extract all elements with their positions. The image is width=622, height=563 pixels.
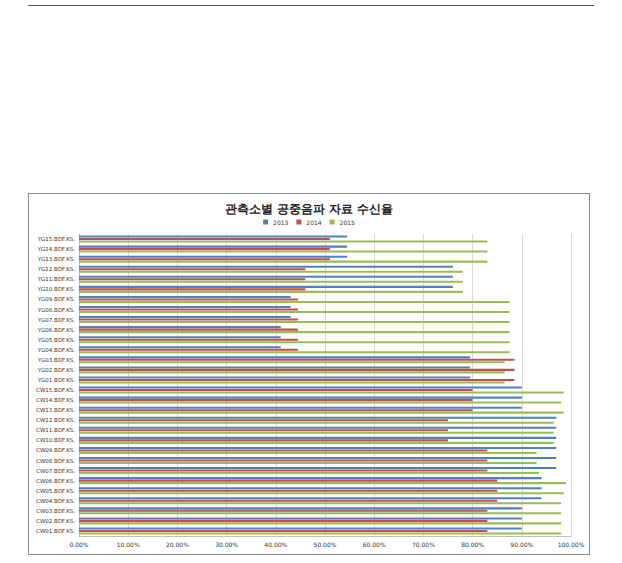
svg-text:YG11.BDF.KS.: YG11.BDF.KS. bbox=[37, 276, 76, 282]
svg-text:CW04.BDF.KS.: CW04.BDF.KS. bbox=[36, 498, 75, 504]
svg-text:YG15.BDF.KS.: YG15.BDF.KS. bbox=[37, 236, 76, 242]
svg-text:CW05.BDF.KS.: CW05.BDF.KS. bbox=[36, 488, 75, 494]
svg-text:2014: 2014 bbox=[306, 219, 321, 226]
svg-text:YG04.BDF.KS.: YG04.BDF.KS. bbox=[37, 347, 76, 353]
svg-text:YG06.BDF.KS.: YG06.BDF.KS. bbox=[37, 327, 76, 333]
svg-text:YG05.BDF.KS.: YG05.BDF.KS. bbox=[37, 337, 76, 343]
svg-text:CW10.BDF.KS.: CW10.BDF.KS. bbox=[36, 437, 75, 443]
svg-text:100.00%: 100.00% bbox=[558, 541, 585, 548]
svg-text:CW07.BDF.KS.: CW07.BDF.KS. bbox=[36, 468, 75, 474]
svg-text:CW15.BDF.KS.: CW15.BDF.KS. bbox=[36, 387, 75, 393]
svg-text:YG07.BDF.KS.: YG07.BDF.KS. bbox=[37, 317, 76, 323]
svg-text:0.00%: 0.00% bbox=[69, 541, 88, 548]
svg-text:2013: 2013 bbox=[273, 219, 288, 226]
svg-text:YG08.BDF.KS.: YG08.BDF.KS. bbox=[37, 307, 76, 313]
svg-text:2015: 2015 bbox=[340, 219, 355, 226]
svg-text:40.00%: 40.00% bbox=[264, 541, 287, 548]
svg-text:CW08.BDF.KS.: CW08.BDF.KS. bbox=[36, 458, 75, 464]
svg-text:CW14.BDF.KS.: CW14.BDF.KS. bbox=[36, 397, 75, 403]
svg-text:CW12.BDF.KS.: CW12.BDF.KS. bbox=[36, 417, 75, 423]
svg-text:80.00%: 80.00% bbox=[461, 541, 484, 548]
svg-text:CW02.BDF.KS.: CW02.BDF.KS. bbox=[36, 518, 75, 524]
svg-text:YG09.BDF.KS.: YG09.BDF.KS. bbox=[37, 296, 76, 302]
svg-text:CW09.BDF.KS.: CW09.BDF.KS. bbox=[36, 447, 75, 453]
svg-text:50.00%: 50.00% bbox=[314, 541, 337, 548]
svg-text:CW01.BDF.KS.: CW01.BDF.KS. bbox=[36, 528, 75, 534]
svg-text:YG14.BDF.KS.: YG14.BDF.KS. bbox=[37, 246, 76, 252]
svg-text:YG01.BDF.KS.: YG01.BDF.KS. bbox=[37, 377, 76, 383]
svg-text:70.00%: 70.00% bbox=[412, 541, 435, 548]
svg-text:30.00%: 30.00% bbox=[215, 541, 238, 548]
svg-text:YG10.BDF.KS.: YG10.BDF.KS. bbox=[37, 286, 76, 292]
svg-text:YG02.BDF.KS.: YG02.BDF.KS. bbox=[37, 367, 76, 373]
svg-text:90.00%: 90.00% bbox=[510, 541, 533, 548]
svg-text:CW11.BDF.KS.: CW11.BDF.KS. bbox=[36, 427, 75, 433]
svg-text:YG12.BDF.KS.: YG12.BDF.KS. bbox=[37, 266, 76, 272]
svg-text:10.00%: 10.00% bbox=[117, 541, 140, 548]
svg-text:관측소별 공중음파 자료 수신율: 관측소별 공중음파 자료 수신율 bbox=[225, 202, 394, 216]
svg-text:20.00%: 20.00% bbox=[166, 541, 189, 548]
svg-text:CW13.BDF.KS.: CW13.BDF.KS. bbox=[36, 407, 75, 413]
svg-text:YG13.BDF.KS.: YG13.BDF.KS. bbox=[37, 256, 76, 262]
svg-text:YG03.BDF.KS.: YG03.BDF.KS. bbox=[37, 357, 76, 363]
svg-text:CW06.BDF.KS.: CW06.BDF.KS. bbox=[36, 478, 75, 484]
svg-text:60.00%: 60.00% bbox=[363, 541, 386, 548]
svg-text:CW03.BDF.KS.: CW03.BDF.KS. bbox=[36, 508, 75, 514]
